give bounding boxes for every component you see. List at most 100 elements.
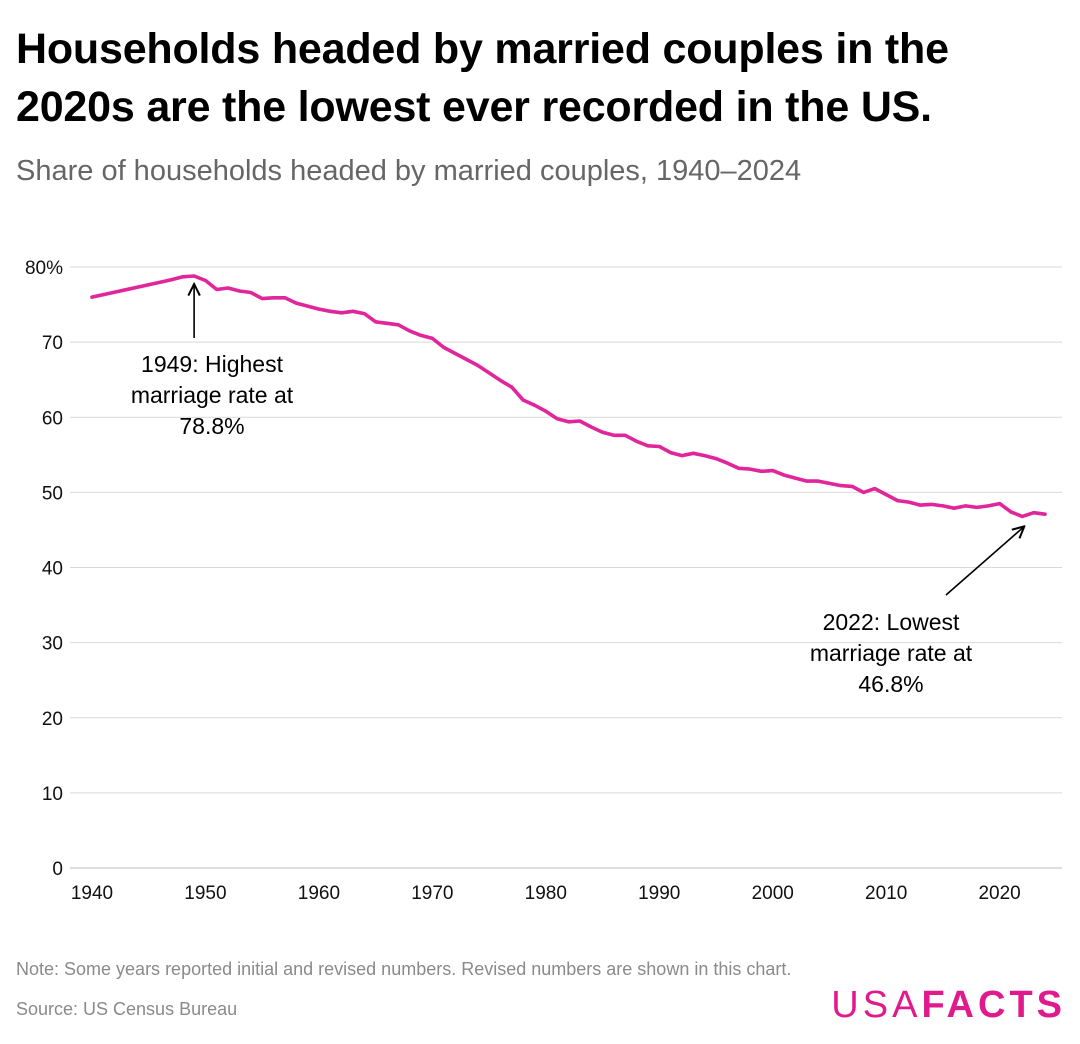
data-point xyxy=(339,311,344,315)
data-point xyxy=(385,321,389,325)
data-point xyxy=(192,274,196,278)
y-axis-tick-labels: 0 10 20 30 40 50 60 70 80% xyxy=(25,258,63,880)
data-point xyxy=(532,403,537,407)
x-axis-tick-labels: 1940 1950 1960 1970 1980 1990 2000 2010 2020 xyxy=(71,883,1021,904)
data-point xyxy=(657,444,661,449)
y-tick-label: 40 xyxy=(42,559,63,580)
usafacts-logo: USAFACTS xyxy=(831,984,1066,1027)
annotation-label-lowest: 46.8% xyxy=(858,671,923,697)
chart-source: Source: US Census Bureau xyxy=(16,999,238,1019)
data-point xyxy=(374,320,378,324)
data-point xyxy=(748,467,752,471)
annotation-label-highest: 78.8% xyxy=(179,413,244,439)
data-point xyxy=(725,461,729,465)
data-point xyxy=(907,500,911,504)
data-point xyxy=(895,499,900,503)
data-point xyxy=(691,451,695,455)
x-tick-label: 1960 xyxy=(298,883,340,904)
data-point xyxy=(396,323,400,327)
x-tick-label: 1990 xyxy=(638,883,680,904)
x-tick-label: 2020 xyxy=(978,883,1020,904)
data-point xyxy=(521,398,525,402)
data-point xyxy=(680,453,684,458)
data-point xyxy=(782,473,786,477)
data-point xyxy=(918,503,922,507)
data-point xyxy=(578,419,582,423)
y-tick-label: 50 xyxy=(42,483,63,504)
data-point xyxy=(600,430,605,434)
data-point xyxy=(793,476,798,480)
data-point xyxy=(884,493,888,497)
data-point xyxy=(215,287,219,292)
annotation-label-highest: marriage rate at xyxy=(131,382,294,408)
y-tick-label: 80% xyxy=(25,258,63,279)
data-point xyxy=(260,296,264,301)
data-point xyxy=(351,309,355,313)
logo-facts-text: FACTS xyxy=(921,984,1066,1026)
data-point xyxy=(714,456,718,461)
y-tick-label: 20 xyxy=(42,709,63,730)
data-point xyxy=(952,506,956,510)
data-point xyxy=(442,345,446,349)
chart-title: Households headed by married couples in … xyxy=(16,25,949,131)
x-tick-label: 2010 xyxy=(865,883,907,904)
data-point xyxy=(317,307,321,311)
data-point xyxy=(771,468,775,473)
x-tick-label: 1940 xyxy=(71,883,113,904)
data-point xyxy=(850,484,854,488)
data-point xyxy=(328,309,332,313)
chart-subtitle: Share of households headed by married co… xyxy=(16,155,802,187)
annotations: 1949: Highest marriage rate at 78.8% 2022: … xyxy=(131,284,1024,697)
data-point xyxy=(1032,511,1036,515)
data-point xyxy=(703,453,707,458)
y-tick-label: 70 xyxy=(42,333,63,354)
data-point xyxy=(90,295,94,299)
data-point xyxy=(737,466,741,470)
data-point xyxy=(464,357,468,362)
data-point xyxy=(408,329,412,333)
data-point xyxy=(963,504,968,508)
annotation-label-lowest: marriage rate at xyxy=(810,640,973,666)
chart-note: Note: Some years reported initial and re… xyxy=(16,959,792,979)
data-point xyxy=(555,417,559,421)
annotation-arrow-lowest xyxy=(945,526,1024,596)
data-point xyxy=(453,351,457,355)
data-point xyxy=(669,450,673,455)
data-point xyxy=(827,481,832,485)
gridlines xyxy=(70,266,1062,869)
data-point xyxy=(203,278,208,283)
annotation-label-highest: 1949: Highest xyxy=(141,351,284,377)
data-point xyxy=(169,278,174,282)
data-point xyxy=(1009,510,1013,514)
data-point xyxy=(861,490,866,494)
logo-usa-text: USA xyxy=(831,984,922,1026)
data-point xyxy=(510,385,514,389)
data-point xyxy=(566,420,571,424)
data-point xyxy=(237,289,242,293)
data-point xyxy=(589,425,593,429)
data-point xyxy=(1020,514,1024,519)
data-point xyxy=(476,363,480,368)
data-point xyxy=(986,504,990,508)
y-tick-label: 30 xyxy=(42,634,63,655)
data-point xyxy=(283,296,287,300)
data-point xyxy=(816,479,820,483)
data-point xyxy=(941,504,945,508)
annotation-label-lowest: 2022: Lowest xyxy=(823,609,960,635)
data-point xyxy=(362,311,366,316)
data-point xyxy=(487,371,491,375)
y-tick-label: 60 xyxy=(42,408,63,429)
data-point xyxy=(294,301,298,305)
data-point xyxy=(998,502,1002,506)
x-tick-label: 2000 xyxy=(752,883,794,904)
data-point xyxy=(634,439,639,443)
data-point xyxy=(498,378,503,383)
y-tick-label: 10 xyxy=(42,784,63,805)
data-point xyxy=(975,505,979,509)
y-tick-label: 0 xyxy=(52,859,63,880)
data-point xyxy=(759,469,763,473)
x-tick-label: 1950 xyxy=(184,883,226,904)
data-point xyxy=(249,290,253,295)
x-tick-label: 1970 xyxy=(411,883,453,904)
